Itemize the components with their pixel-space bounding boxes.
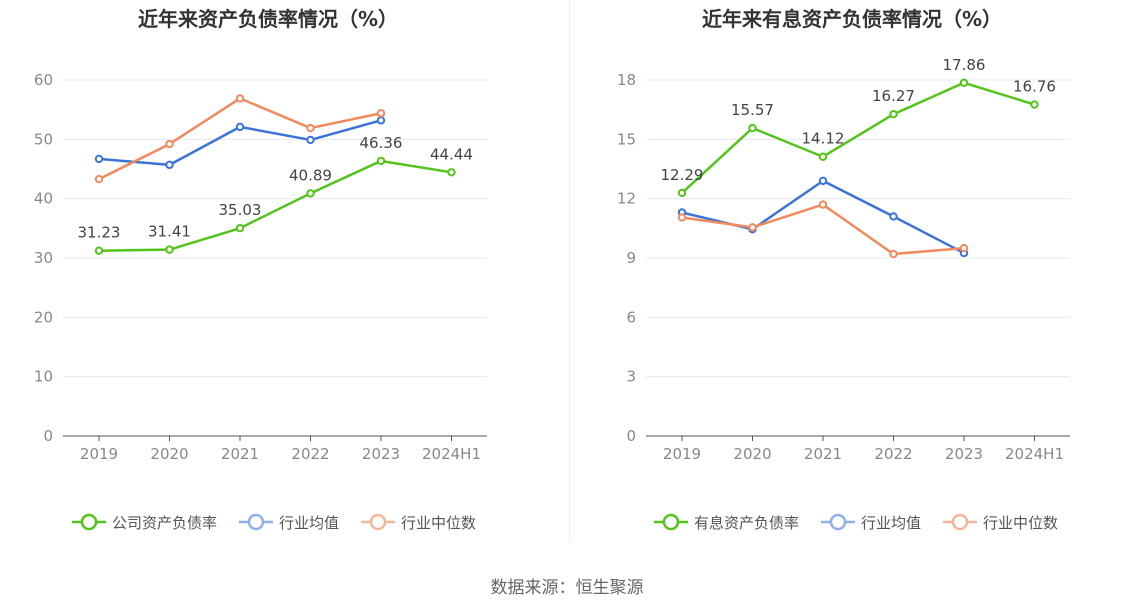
data-point	[165, 139, 174, 149]
data-point	[748, 223, 757, 232]
x-tick-label: 2019	[663, 445, 701, 463]
data-point	[306, 135, 315, 145]
data-point	[306, 189, 315, 198]
y-tick-label: 6	[626, 308, 636, 326]
data-point	[748, 123, 757, 133]
data-point	[959, 243, 969, 253]
data-point	[306, 123, 315, 133]
y-tick-label: 30	[34, 249, 53, 267]
legend-label: 有息资产负债率	[694, 514, 799, 532]
data-label: 31.23	[78, 224, 121, 242]
data-point	[1030, 100, 1039, 109]
data-label: 12.29	[661, 166, 704, 184]
x-tick-label: 2021	[221, 445, 259, 463]
data-label: 16.27	[872, 87, 915, 105]
x-tick-label: 2020	[150, 445, 188, 463]
y-tick-label: 0	[626, 427, 636, 445]
data-point	[376, 116, 386, 125]
data-source: 数据来源：恒生聚源	[490, 578, 644, 598]
legend-label: 公司资产负债率	[112, 514, 217, 532]
data-point	[165, 160, 174, 170]
data-point	[235, 94, 245, 103]
y-tick-label: 9	[626, 249, 636, 267]
data-point	[818, 152, 828, 161]
series-line	[681, 179, 965, 255]
y-tick-label: 40	[34, 190, 53, 208]
legend-marker	[951, 513, 969, 531]
x-tick-label: 2020	[733, 445, 771, 463]
data-label: 17.86	[943, 56, 986, 74]
data-label: 35.03	[219, 201, 262, 219]
legend-marker	[829, 513, 847, 531]
data-point	[235, 122, 245, 132]
data-label: 40.89	[289, 166, 332, 184]
legend-label: 行业均值	[279, 514, 339, 532]
x-tick-label: 2022	[291, 445, 329, 463]
data-label: 31.41	[148, 223, 191, 241]
y-tick-label: 12	[617, 190, 636, 208]
data-point	[677, 213, 687, 222]
data-point	[889, 212, 898, 221]
legend-label: 行业均值	[861, 514, 921, 532]
series-line	[681, 81, 1035, 194]
legend-marker	[369, 513, 387, 531]
data-point	[94, 154, 104, 164]
data-label: 44.44	[430, 145, 473, 163]
y-tick-label: 10	[34, 368, 53, 386]
legend-marker	[80, 513, 98, 531]
chart-title: 近年来有息资产负债率情况（%）	[702, 7, 1002, 31]
x-tick-label: 2023	[945, 445, 983, 463]
data-label: 46.36	[360, 134, 403, 152]
data-point	[376, 156, 386, 166]
data-point	[959, 78, 969, 87]
data-point	[94, 246, 104, 255]
data-point	[818, 176, 828, 186]
data-point	[889, 249, 898, 259]
y-tick-label: 0	[43, 427, 53, 445]
data-point	[235, 223, 245, 233]
data-point	[818, 200, 828, 209]
series-line	[681, 203, 965, 256]
data-point	[447, 168, 456, 177]
series-line	[98, 159, 452, 252]
x-tick-label: 2024H1	[1005, 445, 1064, 463]
legend-label: 行业中位数	[401, 514, 476, 532]
data-point	[376, 109, 386, 118]
y-tick-label: 50	[34, 130, 53, 148]
y-tick-label: 18	[617, 71, 636, 89]
x-tick-label: 2024H1	[422, 445, 481, 463]
legend-marker	[662, 513, 680, 531]
series-line	[98, 97, 382, 181]
data-point	[889, 110, 898, 119]
y-tick-label: 15	[617, 130, 636, 148]
x-tick-label: 2022	[874, 445, 912, 463]
x-tick-label: 2019	[80, 445, 118, 463]
chart-divider	[569, 0, 570, 542]
chart-title: 近年来资产负债率情况（%）	[138, 7, 398, 31]
x-tick-label: 2023	[362, 445, 400, 463]
y-tick-label: 3	[626, 368, 636, 386]
data-point	[165, 245, 174, 254]
data-label: 15.57	[731, 101, 774, 119]
y-tick-label: 60	[34, 71, 53, 89]
legend-label: 行业中位数	[983, 514, 1058, 532]
y-tick-label: 20	[34, 308, 53, 326]
legend-marker	[247, 513, 265, 531]
data-point	[94, 174, 104, 184]
data-point	[677, 188, 687, 198]
x-tick-label: 2021	[804, 445, 842, 463]
data-label: 14.12	[802, 130, 845, 148]
data-label: 16.76	[1013, 78, 1056, 96]
